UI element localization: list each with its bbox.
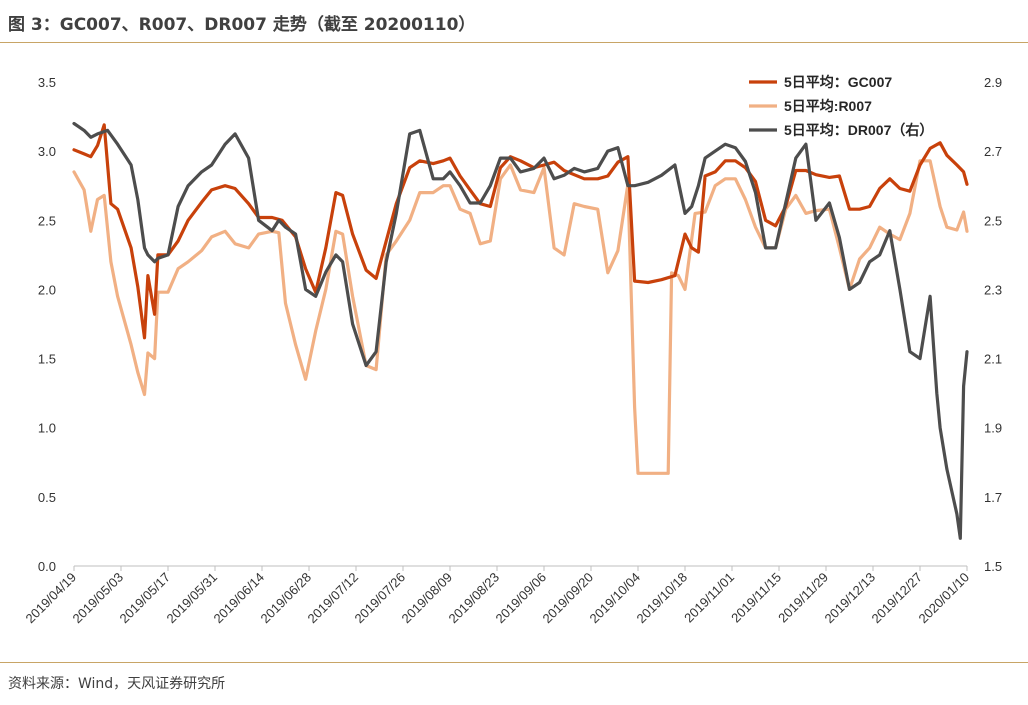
right-y-tick-label: 2.9 xyxy=(984,75,1002,90)
legend-label: 5日平均：GC007 xyxy=(784,74,892,90)
right-y-tick-label: 1.5 xyxy=(984,559,1002,574)
series-line-3 xyxy=(72,121,969,540)
legend-label: 5日平均:R007 xyxy=(784,98,872,114)
legend-label: 5日平均：DR007（右） xyxy=(784,122,933,138)
right-y-tick-label: 2.5 xyxy=(984,213,1002,228)
top-divider xyxy=(0,42,1028,43)
left-y-tick-label: 2.5 xyxy=(38,213,56,228)
bottom-divider xyxy=(0,662,1028,663)
x-axis: 2019/04/192019/05/032019/05/172019/05/31… xyxy=(22,565,972,627)
line-chart: 0.0 0.5 1.0 1.5 2.0 2.5 3.0 3.5 1.5 1.7 1.9 2.1 2.3… xyxy=(22,74,1002,627)
legend: 5日平均：GC007 5日平均:R007 5日平均：DR007（右） xyxy=(749,74,933,138)
left-y-tick-label: 0.5 xyxy=(38,490,56,505)
series-line-2 xyxy=(72,159,969,475)
left-y-axis: 0.0 0.5 1.0 1.5 2.0 2.5 3.0 3.5 xyxy=(38,75,56,574)
series-line-1 xyxy=(72,123,969,340)
right-y-tick-label: 2.7 xyxy=(984,144,1002,159)
left-y-tick-label: 1.5 xyxy=(38,352,56,367)
source-note: 资料来源：Wind，天风证券研究所 xyxy=(8,676,226,692)
x-tick-label: 2019/11/01 xyxy=(681,570,737,626)
right-y-tick-label: 2.1 xyxy=(984,352,1002,367)
left-y-tick-label: 3.0 xyxy=(38,144,56,159)
right-y-tick-label: 1.7 xyxy=(984,490,1002,505)
right-y-tick-label: 1.9 xyxy=(984,421,1002,436)
x-tick-label: 2020/01/10 xyxy=(915,570,972,627)
right-y-axis: 1.5 1.7 1.9 2.1 2.3 2.5 2.7 2.9 xyxy=(984,75,1002,574)
series-lines xyxy=(72,121,969,540)
x-tick-label: 2019/11/15 xyxy=(728,570,784,626)
x-tick-label: 2019/10/18 xyxy=(633,570,690,627)
chart-title: 图 3：GC007、R007、DR007 走势（截至 20200110） xyxy=(8,15,476,35)
right-y-tick-label: 2.3 xyxy=(984,282,1002,297)
left-y-tick-label: 3.5 xyxy=(38,75,56,90)
left-y-tick-label: 1.0 xyxy=(38,421,56,436)
left-y-tick-label: 0.0 xyxy=(38,559,56,574)
left-y-tick-label: 2.0 xyxy=(38,282,56,297)
